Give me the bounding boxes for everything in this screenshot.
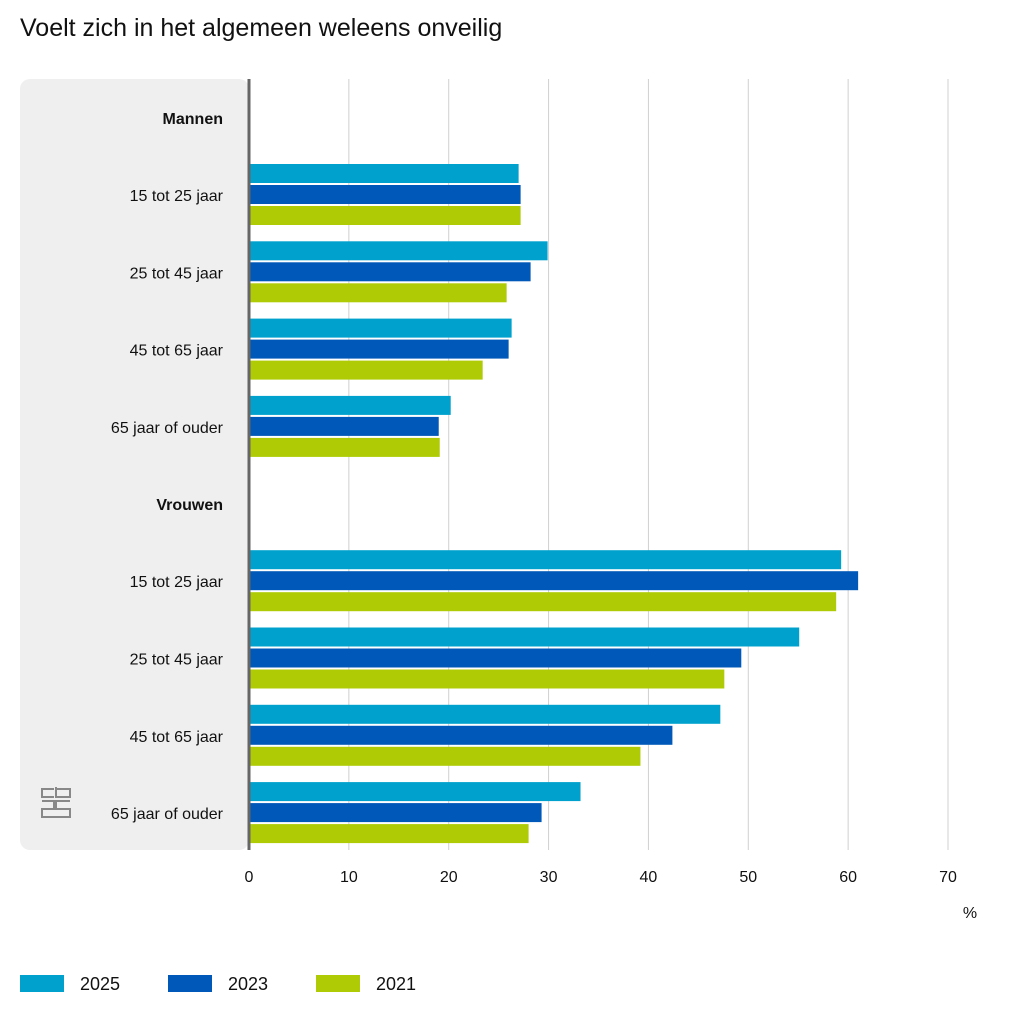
bar-2021 [250, 824, 529, 844]
bar-2021 [250, 746, 641, 766]
x-tick-label: 0 [245, 869, 254, 886]
category-label: 65 jaar of ouder [111, 806, 224, 823]
chart-title: Voelt zich in het algemeen weleens onvei… [20, 14, 503, 42]
bar-2025 [250, 395, 451, 415]
x-tick-label: 70 [939, 869, 957, 886]
legend-label-2021: 2021 [376, 974, 416, 994]
bar-2021 [250, 437, 440, 457]
bar-2023 [250, 185, 521, 204]
cbs-logo [41, 787, 71, 818]
bar-2023 [250, 571, 859, 591]
bar-2023 [250, 725, 673, 745]
x-tick-label: 40 [640, 869, 658, 886]
bar-2021 [250, 360, 483, 380]
bar-2025 [250, 550, 842, 570]
bar-2025 [250, 241, 548, 261]
x-tick-label: 60 [839, 869, 857, 886]
label-panel [20, 79, 249, 850]
legend-swatch-2023 [168, 975, 212, 992]
x-tick-label: 30 [540, 869, 558, 886]
category-label: 45 tot 65 jaar [130, 729, 224, 746]
bar-2023 [250, 416, 439, 436]
category-label: 65 jaar of ouder [111, 420, 224, 437]
x-tick-label: 50 [739, 869, 757, 886]
bar-2025 [250, 318, 512, 338]
bar-2023 [250, 648, 742, 668]
group-label: Vrouwen [156, 497, 223, 514]
legend-swatch-2025 [20, 975, 64, 992]
legend-label-2025: 2025 [80, 974, 120, 994]
bar-2021 [250, 592, 837, 612]
x-axis-label: % [963, 905, 977, 922]
bar-2021 [250, 283, 507, 303]
bar-2023 [250, 339, 509, 359]
bar-2023 [250, 803, 542, 823]
bar-2025 [250, 782, 581, 802]
category-label: 25 tot 45 jaar [130, 652, 224, 669]
x-tick-label: 10 [340, 869, 358, 886]
bar-2021 [250, 206, 521, 225]
bar-2025 [250, 704, 721, 724]
bar-2021 [250, 669, 725, 689]
group-label: Mannen [163, 111, 223, 128]
legend-swatch-2021 [316, 975, 360, 992]
legend-label-2023: 2023 [228, 974, 268, 994]
category-label: 15 tot 25 jaar [130, 188, 224, 205]
x-tick-label: 20 [440, 869, 458, 886]
category-label: 45 tot 65 jaar [130, 343, 224, 360]
bar-2025 [250, 164, 519, 183]
category-label: 25 tot 45 jaar [130, 265, 224, 282]
category-label: 15 tot 25 jaar [130, 574, 224, 591]
bar-2023 [250, 262, 531, 282]
bar-2025 [250, 627, 800, 647]
